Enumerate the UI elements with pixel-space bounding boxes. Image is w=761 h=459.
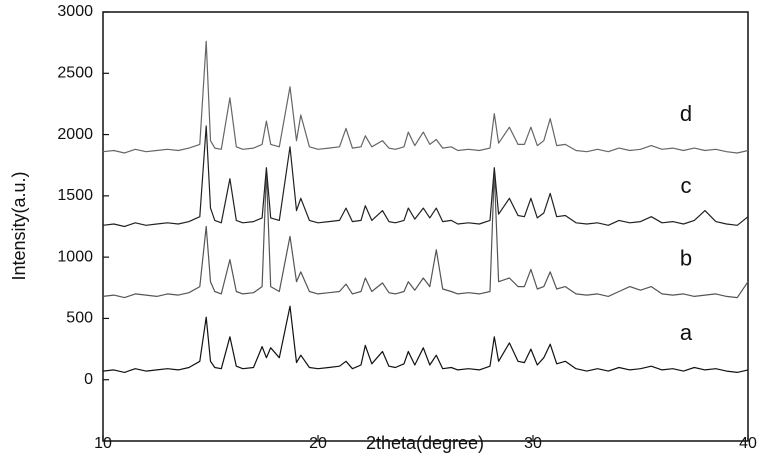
y-tick-label: 1500 (57, 187, 93, 204)
series-line (103, 171, 748, 297)
series-line (103, 41, 748, 153)
y-tick-label: 2500 (57, 65, 93, 82)
x-tick-label: 30 (524, 435, 542, 452)
series-label: a (680, 320, 693, 345)
x-tick-label: 20 (309, 435, 327, 452)
series-label: c (681, 173, 692, 198)
chart: 2theta(degree) Intensity(a.u.) 0 500 1000 1… (0, 0, 761, 459)
y-tick-label: 3000 (57, 3, 93, 20)
x-axis-label: 2theta(degree) (366, 433, 484, 453)
y-tick-label: 2000 (57, 126, 93, 143)
y-tick-label: 500 (66, 310, 93, 327)
series-label: d (680, 101, 692, 126)
y-tick-label: 0 (84, 371, 93, 388)
y-tick-label: 1000 (57, 248, 93, 265)
series-line (103, 306, 748, 372)
x-tick-label: 40 (739, 435, 757, 452)
y-axis-label: Intensity(a.u.) (9, 171, 29, 280)
series-label: b (680, 245, 692, 270)
plot-frame (103, 12, 748, 441)
x-tick-label: 10 (94, 435, 112, 452)
